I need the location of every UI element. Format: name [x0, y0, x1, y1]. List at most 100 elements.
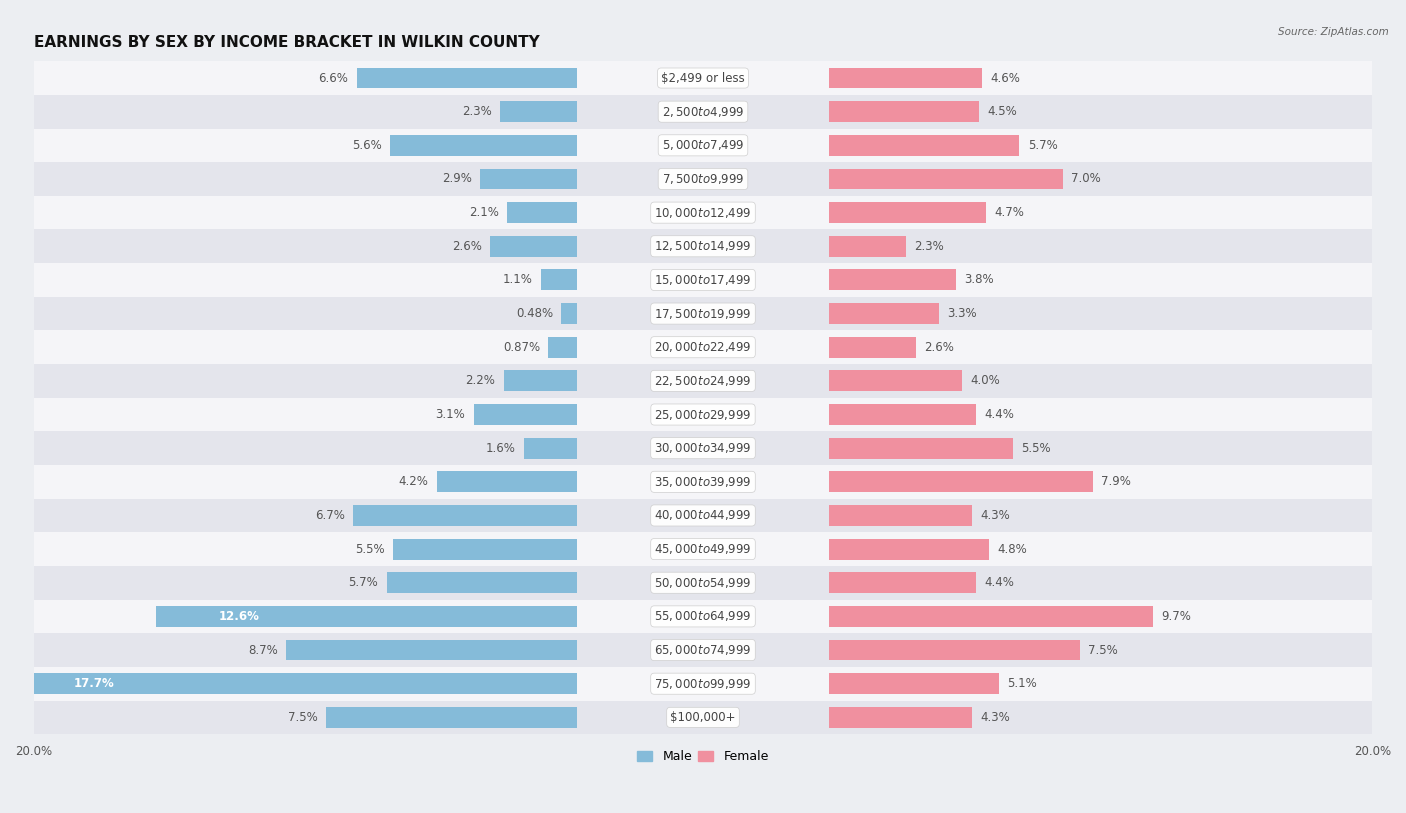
- Bar: [481, 168, 578, 189]
- Text: 3.3%: 3.3%: [948, 307, 977, 320]
- Text: $2,500 to $4,999: $2,500 to $4,999: [662, 105, 744, 119]
- Text: 12.6%: 12.6%: [219, 610, 260, 623]
- Text: $35,000 to $39,999: $35,000 to $39,999: [654, 475, 752, 489]
- Bar: [828, 505, 973, 526]
- Bar: [387, 572, 578, 593]
- Bar: [828, 303, 939, 324]
- Bar: [524, 437, 578, 459]
- Bar: [828, 102, 979, 122]
- Bar: [34, 398, 1372, 432]
- Text: $22,500 to $24,999: $22,500 to $24,999: [654, 374, 752, 388]
- Bar: [828, 572, 976, 593]
- Bar: [437, 472, 578, 492]
- Text: 6.6%: 6.6%: [318, 72, 349, 85]
- Bar: [34, 432, 1372, 465]
- Text: 2.2%: 2.2%: [465, 374, 495, 387]
- Text: 2.1%: 2.1%: [470, 207, 499, 220]
- Bar: [561, 303, 578, 324]
- Text: $10,000 to $12,499: $10,000 to $12,499: [654, 206, 752, 220]
- Bar: [357, 67, 578, 89]
- Text: 4.5%: 4.5%: [987, 105, 1018, 118]
- Bar: [828, 472, 1092, 492]
- Bar: [828, 337, 915, 358]
- Bar: [828, 640, 1080, 660]
- Text: 7.5%: 7.5%: [1088, 644, 1118, 657]
- Text: 6.7%: 6.7%: [315, 509, 344, 522]
- Text: 4.8%: 4.8%: [997, 542, 1028, 555]
- Text: $20,000 to $22,499: $20,000 to $22,499: [654, 340, 752, 354]
- Bar: [34, 196, 1372, 229]
- Text: $65,000 to $74,999: $65,000 to $74,999: [654, 643, 752, 657]
- Bar: [34, 330, 1372, 364]
- Bar: [34, 263, 1372, 297]
- Bar: [34, 229, 1372, 263]
- Text: Source: ZipAtlas.com: Source: ZipAtlas.com: [1278, 27, 1389, 37]
- Bar: [828, 707, 973, 728]
- Bar: [34, 162, 1372, 196]
- Text: 0.48%: 0.48%: [516, 307, 553, 320]
- Text: 4.4%: 4.4%: [984, 576, 1014, 589]
- Text: 1.6%: 1.6%: [485, 441, 516, 454]
- Bar: [828, 371, 963, 391]
- Bar: [156, 606, 578, 627]
- Bar: [34, 498, 1372, 533]
- Bar: [828, 135, 1019, 156]
- Text: $30,000 to $34,999: $30,000 to $34,999: [654, 441, 752, 455]
- Bar: [34, 297, 1372, 330]
- Bar: [34, 599, 1372, 633]
- Text: 5.5%: 5.5%: [1021, 441, 1050, 454]
- Bar: [34, 128, 1372, 162]
- Text: $17,500 to $19,999: $17,500 to $19,999: [654, 307, 752, 320]
- Text: $45,000 to $49,999: $45,000 to $49,999: [654, 542, 752, 556]
- Bar: [828, 404, 976, 425]
- Bar: [34, 465, 1372, 498]
- Text: 0.87%: 0.87%: [503, 341, 540, 354]
- Text: 2.3%: 2.3%: [463, 105, 492, 118]
- Text: $15,000 to $17,499: $15,000 to $17,499: [654, 273, 752, 287]
- Text: 17.7%: 17.7%: [75, 677, 115, 690]
- Text: $25,000 to $29,999: $25,000 to $29,999: [654, 407, 752, 421]
- Text: 2.3%: 2.3%: [914, 240, 943, 253]
- Text: 5.7%: 5.7%: [1028, 139, 1057, 152]
- Bar: [326, 707, 578, 728]
- Text: $50,000 to $54,999: $50,000 to $54,999: [654, 576, 752, 589]
- Bar: [34, 566, 1372, 599]
- Text: 8.7%: 8.7%: [247, 644, 278, 657]
- Bar: [491, 236, 578, 257]
- Text: 5.1%: 5.1%: [1008, 677, 1038, 690]
- Text: 2.6%: 2.6%: [924, 341, 953, 354]
- Text: $55,000 to $64,999: $55,000 to $64,999: [654, 610, 752, 624]
- Bar: [34, 533, 1372, 566]
- Bar: [828, 437, 1012, 459]
- Text: 3.1%: 3.1%: [436, 408, 465, 421]
- Bar: [828, 236, 905, 257]
- Bar: [548, 337, 578, 358]
- Bar: [0, 673, 578, 694]
- Text: 4.7%: 4.7%: [994, 207, 1024, 220]
- Text: 4.2%: 4.2%: [399, 476, 429, 489]
- Text: EARNINGS BY SEX BY INCOME BRACKET IN WILKIN COUNTY: EARNINGS BY SEX BY INCOME BRACKET IN WIL…: [34, 35, 540, 50]
- Bar: [828, 673, 1000, 694]
- Text: $100,000+: $100,000+: [671, 711, 735, 724]
- Text: $7,500 to $9,999: $7,500 to $9,999: [662, 172, 744, 186]
- Bar: [828, 67, 983, 89]
- Text: 7.9%: 7.9%: [1101, 476, 1132, 489]
- Bar: [501, 102, 578, 122]
- Bar: [34, 701, 1372, 734]
- Bar: [503, 371, 578, 391]
- Text: 4.4%: 4.4%: [984, 408, 1014, 421]
- Bar: [34, 364, 1372, 398]
- Text: 3.8%: 3.8%: [965, 273, 994, 286]
- Bar: [34, 667, 1372, 701]
- Legend: Male, Female: Male, Female: [633, 746, 773, 768]
- Bar: [541, 269, 578, 290]
- Text: $12,500 to $14,999: $12,500 to $14,999: [654, 239, 752, 254]
- Text: 4.3%: 4.3%: [981, 711, 1011, 724]
- Text: 4.3%: 4.3%: [981, 509, 1011, 522]
- Text: 4.6%: 4.6%: [991, 72, 1021, 85]
- Text: 4.0%: 4.0%: [970, 374, 1001, 387]
- Text: 2.9%: 2.9%: [441, 172, 472, 185]
- Text: 7.0%: 7.0%: [1071, 172, 1101, 185]
- Text: $40,000 to $44,999: $40,000 to $44,999: [654, 508, 752, 523]
- Bar: [287, 640, 578, 660]
